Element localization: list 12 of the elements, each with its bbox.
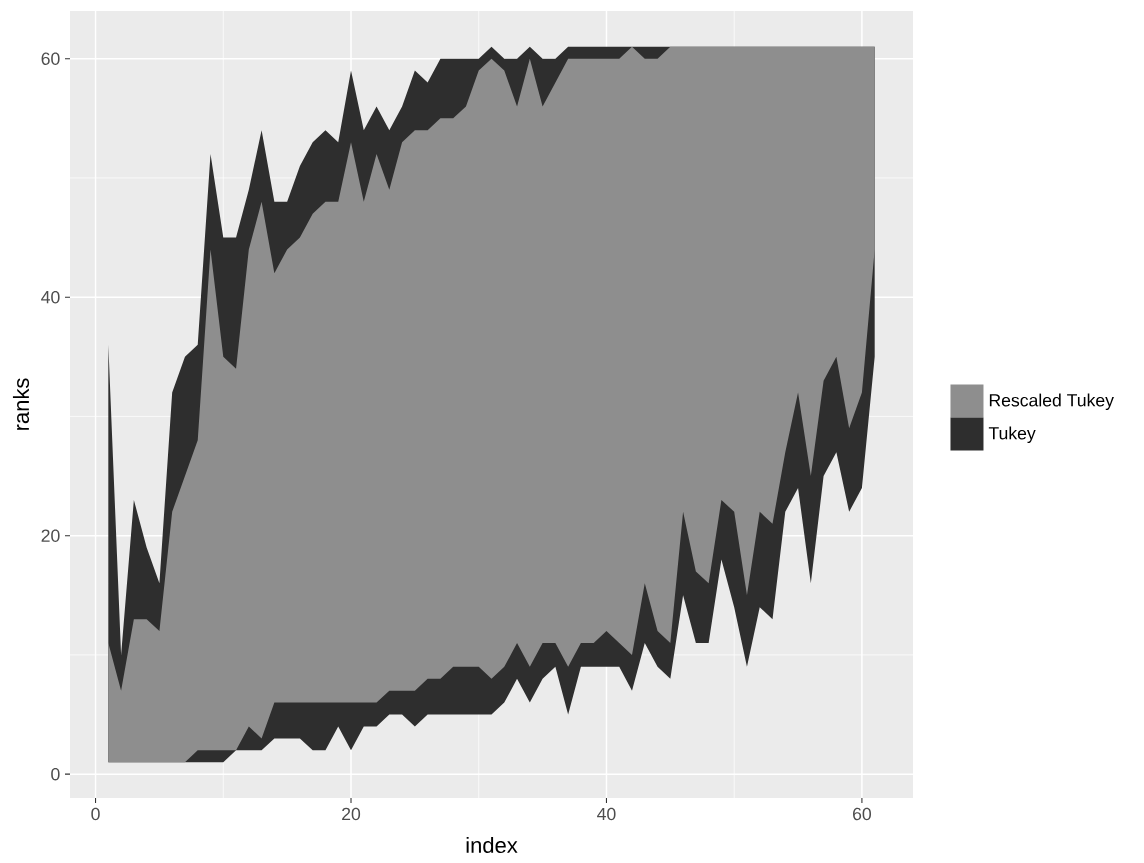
legend-label: Tukey: [988, 426, 1036, 444]
y-tick-label: 0: [51, 767, 60, 781]
legend-label: Rescaled Tukey: [989, 393, 1114, 411]
x-tick-label: 60: [853, 807, 872, 821]
y-tick-label: 20: [41, 529, 60, 542]
y-axis-title: ranks: [12, 378, 30, 430]
y-tick-label: 40: [41, 290, 60, 304]
x-axis-title: index: [466, 836, 518, 854]
x-tick-label: 40: [597, 807, 616, 821]
x-tick-label: 20: [342, 807, 361, 821]
x-tick-label: 0: [91, 807, 100, 821]
y-tick-label: 60: [41, 52, 60, 65]
